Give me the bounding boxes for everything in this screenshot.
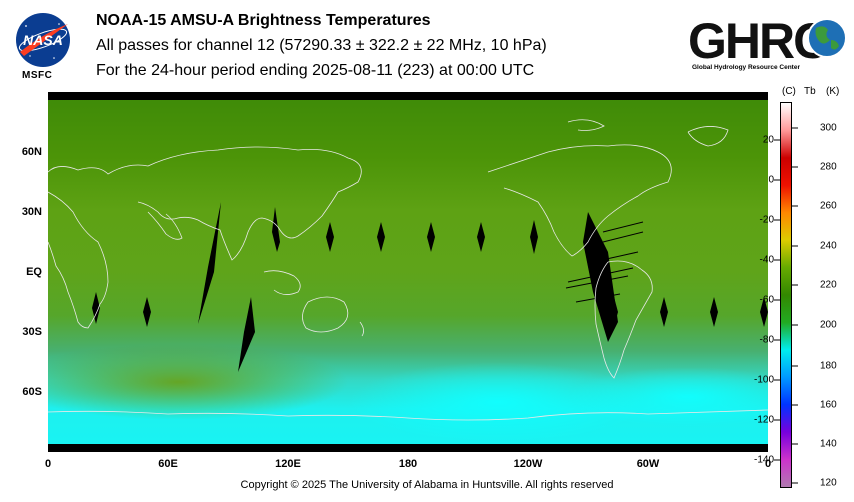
brightness-temperature-map	[48, 92, 768, 452]
lat-label-30s: 30S	[22, 326, 42, 338]
kelvin-tick: 260	[820, 200, 837, 212]
celsius-tick: 0	[768, 174, 774, 186]
lon-label-120e: 120E	[275, 458, 301, 470]
lat-label-30n: 30N	[21, 206, 42, 218]
kelvin-tick: 120	[820, 477, 837, 489]
lat-label-60n: 60N	[21, 146, 42, 158]
kelvin-tick: 220	[820, 279, 837, 291]
map-title: NOAA-15 AMSU-A Brightness Temperatures	[96, 12, 431, 29]
lon-label-60e: 60E	[158, 458, 178, 470]
lon-label-60w: 60W	[636, 458, 660, 470]
celsius-tick: -60	[759, 294, 774, 306]
lon-label-180: 180	[398, 458, 418, 470]
kelvin-tick: 240	[820, 240, 837, 252]
period-subtitle: For the 24-hour period ending 2025-08-11…	[96, 62, 535, 79]
msfc-label: MSFC	[22, 70, 53, 81]
colorbar-tick-marks	[774, 127, 798, 484]
celsius-tick: -140	[753, 454, 774, 466]
celsius-tick: -100	[753, 374, 774, 386]
copyright-notice: Copyright © 2025 The University of Alaba…	[240, 479, 614, 491]
kelvin-tick: 160	[820, 399, 837, 411]
colorbar	[780, 102, 792, 488]
kelvin-tick: 180	[820, 360, 837, 372]
colorbar-header-tb: Tb	[804, 86, 816, 97]
colorbar-header-k: (K)	[826, 86, 840, 97]
celsius-tick: -40	[759, 254, 774, 266]
channel-subtitle: All passes for channel 12 (57290.33 ± 32…	[96, 37, 547, 54]
lat-label-eq: EQ	[26, 266, 42, 278]
lon-label-360: 0	[764, 458, 772, 470]
colorbar-header-c: (C)	[782, 86, 796, 97]
celsius-tick: 20	[762, 134, 774, 146]
lon-label-120w: 120W	[513, 458, 543, 470]
lat-label-60s: 60S	[22, 386, 42, 398]
kelvin-tick: 280	[820, 161, 837, 173]
celsius-tick: -120	[753, 414, 774, 426]
kelvin-tick: 200	[820, 319, 837, 331]
lon-label-0: 0	[44, 458, 52, 470]
celsius-tick: -80	[759, 334, 774, 346]
ghrc-logo-text: GHRC	[688, 13, 828, 69]
ghrc-logo: GHRC	[688, 13, 847, 69]
ghrc-subtitle: Global Hydrology Resource Center	[692, 64, 800, 71]
kelvin-tick: 140	[820, 438, 837, 450]
kelvin-tick: 300	[820, 122, 837, 134]
celsius-tick: -20	[759, 214, 774, 226]
nasa-logo-text: NASA	[23, 32, 63, 48]
nasa-logo: NASA	[16, 13, 70, 67]
